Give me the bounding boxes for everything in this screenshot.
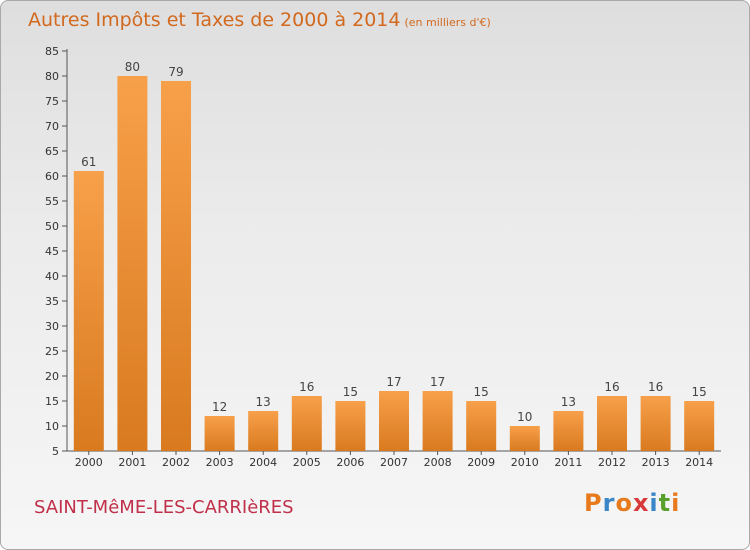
bar-value-label: 17: [386, 375, 401, 389]
x-tick-label: 2014: [685, 456, 713, 469]
x-tick-label: 2004: [249, 456, 277, 469]
y-tick-label: 20: [45, 370, 59, 383]
bar: [379, 391, 409, 451]
logo-letter: i: [649, 489, 659, 517]
chart-unit-note: (en milliers d'€): [404, 16, 491, 29]
bar: [73, 171, 104, 451]
logo-letter: x: [632, 489, 650, 517]
y-tick-label: 85: [45, 45, 59, 58]
bar: [466, 401, 497, 451]
bar-value-label: 17: [430, 375, 445, 389]
logo-letter: r: [602, 489, 616, 517]
x-tick-label: 2013: [642, 456, 670, 469]
bar: [204, 416, 235, 451]
bar: [597, 396, 627, 451]
bar: [553, 411, 584, 451]
bar: [161, 81, 191, 451]
x-tick-label: 2011: [554, 456, 582, 469]
y-tick-label: 70: [45, 120, 59, 133]
bar-value-label: 10: [517, 410, 532, 424]
bar-value-label: 15: [343, 385, 358, 399]
bar-value-label: 15: [474, 385, 489, 399]
proxiti-logo: Proxiti: [584, 489, 680, 517]
bar-value-label: 15: [692, 385, 707, 399]
x-tick-label: 2001: [118, 456, 146, 469]
bar: [335, 401, 366, 451]
y-tick-label: 75: [45, 95, 59, 108]
y-tick-label: 80: [45, 70, 59, 83]
bar-value-label: 16: [604, 380, 619, 394]
logo-letter: t: [658, 489, 672, 517]
logo-letter: o: [615, 489, 633, 517]
x-tick-label: 2000: [75, 456, 103, 469]
y-tick-label: 55: [45, 195, 59, 208]
logo-letter: P: [584, 489, 603, 517]
x-tick-label: 2006: [336, 456, 364, 469]
y-tick-label: 45: [45, 245, 59, 258]
x-tick-label: 2010: [511, 456, 539, 469]
y-tick-label: 25: [45, 345, 59, 358]
x-tick-label: 2002: [162, 456, 190, 469]
commune-name: SAINT-MêME-LES-CARRIèRES: [34, 497, 294, 518]
x-tick-label: 2007: [380, 456, 408, 469]
y-tick-label: 30: [45, 320, 59, 333]
x-tick-label: 2008: [424, 456, 452, 469]
y-tick-label: 15: [45, 395, 59, 408]
bar-value-label: 16: [648, 380, 663, 394]
bar: [422, 391, 453, 451]
chart-title: Autres Impôts et Taxes de 2000 à 2014 (en…: [28, 9, 491, 31]
y-tick-label: 5: [52, 445, 59, 458]
y-tick-label: 50: [45, 220, 59, 233]
y-tick-label: 65: [45, 145, 59, 158]
bar-value-label: 13: [256, 395, 271, 409]
bar: [117, 76, 148, 451]
bar-value-label: 61: [81, 155, 96, 169]
bar: [684, 401, 715, 451]
bar: [509, 426, 540, 451]
y-tick-label: 35: [45, 295, 59, 308]
bar-value-label: 13: [561, 395, 576, 409]
bar: [291, 396, 322, 451]
logo-letter: i: [671, 489, 681, 517]
chart-title-text: Autres Impôts et Taxes de 2000 à 2014: [28, 9, 401, 31]
y-tick-label: 10: [45, 420, 59, 433]
y-tick-label: 60: [45, 170, 59, 183]
x-tick-label: 2012: [598, 456, 626, 469]
bar: [640, 396, 671, 451]
bar-value-label: 80: [125, 60, 140, 74]
bar: [248, 411, 279, 451]
x-tick-label: 2009: [467, 456, 495, 469]
x-tick-label: 2003: [206, 456, 234, 469]
bar-value-label: 79: [168, 65, 183, 79]
bar-value-label: 16: [299, 380, 314, 394]
bar-value-label: 12: [212, 400, 227, 414]
y-tick-label: 40: [45, 270, 59, 283]
x-tick-label: 2005: [293, 456, 321, 469]
